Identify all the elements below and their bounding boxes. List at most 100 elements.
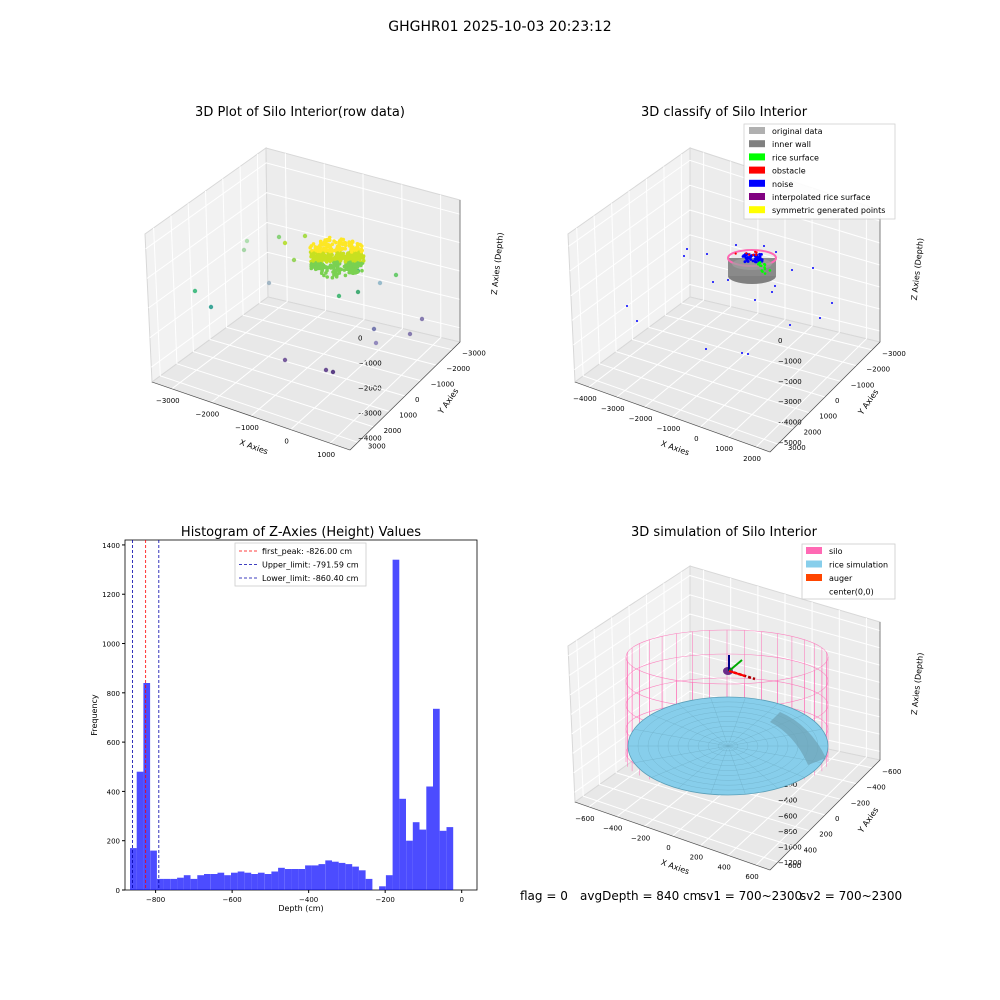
z-gridline — [574, 284, 881, 371]
scatter-point — [352, 252, 357, 257]
y-tick-label: 600 — [107, 739, 120, 747]
y-tick-label: 3000 — [368, 442, 386, 450]
legend-swatch — [749, 206, 765, 214]
z-tick-label: −1000 — [778, 358, 802, 366]
scatter-point — [361, 258, 366, 263]
rice-mesh — [710, 745, 729, 795]
z-gridline — [149, 251, 461, 339]
chart-title: 3D Plot of Silo Interior(row data) — [195, 105, 405, 120]
z-tick-label: 0 — [358, 335, 362, 343]
y-gridline — [153, 227, 359, 443]
x-gridline — [616, 161, 732, 398]
x-axis-label: X Axies — [660, 858, 691, 877]
scatter-point — [356, 261, 360, 265]
scatter-point — [360, 268, 364, 273]
legend-swatch — [749, 166, 765, 174]
y-axis-line — [769, 341, 881, 453]
scatter-point — [325, 275, 330, 279]
scatter-point — [315, 255, 320, 259]
x-tick-label: −600 — [575, 815, 594, 823]
panel-simulation: 3D simulation of Silo Interior −1200 −1000… — [567, 525, 925, 881]
histogram-bar — [345, 864, 353, 890]
x-tick-label: −4000 — [573, 395, 597, 403]
histogram-bar — [406, 840, 413, 890]
y-gridline — [205, 190, 406, 397]
x-tick-label: 1000 — [317, 451, 335, 459]
y-gridline — [611, 617, 810, 832]
histogram-bar — [237, 871, 245, 890]
x-gridline — [727, 196, 840, 438]
scatter-point — [343, 273, 348, 278]
x-axis-label: X Axies — [238, 438, 269, 457]
scatter-point — [322, 240, 327, 244]
z-gridline — [569, 184, 881, 272]
x-tick-label: 2000 — [743, 455, 761, 463]
rice-mesh — [651, 745, 729, 778]
panel-histogram: Histogram of Z-Axies (Height) Values −800… — [90, 525, 478, 913]
histogram-bar — [399, 798, 406, 890]
x-gridline — [588, 152, 705, 388]
y-gridline — [680, 154, 873, 351]
scatter-point — [332, 264, 336, 269]
scatter-point — [326, 238, 331, 243]
histogram-bar — [298, 869, 305, 890]
histogram-bar — [177, 877, 184, 890]
z-gridline — [573, 690, 881, 774]
noise-point — [831, 302, 833, 304]
legend-swatch — [749, 153, 765, 161]
x-gridline — [211, 163, 327, 403]
noise-point — [791, 269, 793, 271]
histogram-bar — [426, 786, 433, 890]
z-tick-label: −1000 — [778, 844, 802, 852]
y-tick-label: 0 — [835, 397, 839, 405]
legend-label: Upper_limit: -791.59 cm — [262, 561, 359, 570]
legend-swatch — [749, 179, 765, 187]
scatter-point — [327, 258, 332, 263]
rice-mesh — [727, 697, 746, 747]
z-tick-label: 0 — [778, 337, 782, 345]
histogram-bar — [412, 822, 420, 890]
x-gridline — [250, 173, 365, 417]
histogram-bar — [392, 559, 400, 890]
scatter-point — [348, 266, 353, 271]
chart-title: Histogram of Z-Axies (Height) Values — [181, 525, 421, 540]
histogram-bar — [284, 869, 292, 890]
legend-label: rice surface — [772, 153, 819, 162]
scatter-point — [322, 258, 327, 262]
legend-swatch — [749, 127, 765, 134]
x-gridline — [755, 618, 867, 866]
scatter-point — [334, 248, 339, 252]
scatter-point — [359, 249, 364, 254]
status-sv1: sv1 = 700~2300 — [700, 889, 802, 903]
noise-point — [686, 248, 688, 250]
scatter-point — [352, 246, 357, 251]
legend-label: obstacle — [772, 167, 806, 176]
noise-point — [774, 285, 776, 287]
y-tick-label: 400 — [107, 788, 120, 796]
x-axis-line — [574, 801, 771, 871]
noise-point — [745, 258, 749, 262]
x-tick-label: 400 — [718, 863, 731, 871]
noise-point — [754, 299, 756, 301]
noise-point — [626, 305, 628, 307]
chart-title: 3D simulation of Silo Interior — [631, 525, 818, 540]
noise-point — [763, 245, 765, 247]
z-gridline — [573, 259, 881, 346]
scatter-point — [318, 243, 322, 248]
chart-legend: original data inner wall rice surface obsta… — [743, 123, 896, 220]
y-gridline — [628, 190, 826, 398]
panel-raw-data: 3D Plot of Silo Interior(row data) −4000 −… — [144, 105, 505, 459]
x-gridline — [290, 184, 403, 430]
noise-point — [751, 259, 755, 263]
noise-point — [735, 244, 737, 246]
legend-label: Lower_limit: -860.40 cm — [262, 574, 359, 583]
histogram-bar — [130, 848, 137, 890]
rice-surface-point — [768, 269, 772, 272]
rice-slope — [770, 712, 826, 765]
axis-arrow-x — [728, 670, 746, 677]
z-tick-label: −800 — [778, 828, 797, 836]
histogram-bar — [264, 874, 272, 890]
y-gridline — [645, 178, 841, 382]
noise-point — [812, 267, 814, 269]
x-axis-line — [574, 381, 771, 453]
